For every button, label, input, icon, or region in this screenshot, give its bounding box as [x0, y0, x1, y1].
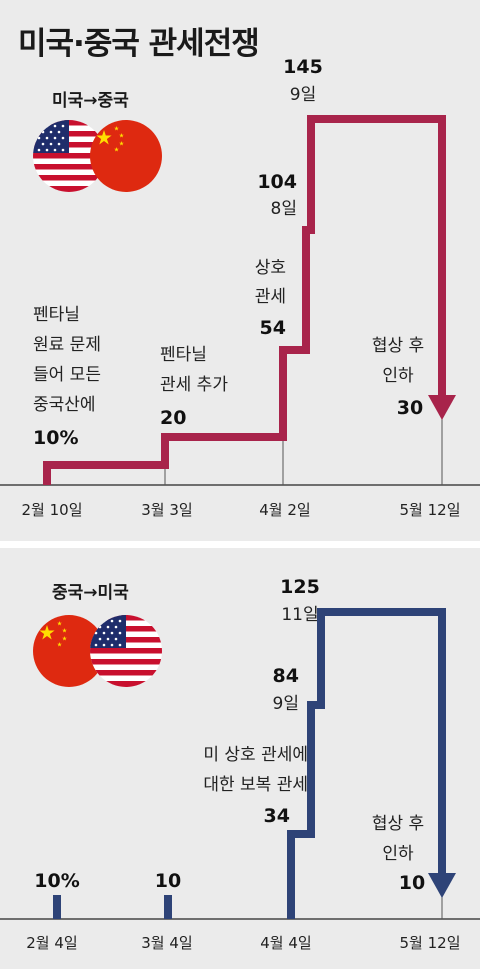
- bar-mar4: [164, 895, 172, 919]
- annotation: 원료 문제: [33, 335, 101, 355]
- annotation: 관세: [255, 287, 286, 307]
- annotation: 중국산에: [33, 395, 96, 415]
- page-title: 미국·중국 관세전쟁: [18, 26, 260, 62]
- value-label: 145: [283, 56, 323, 78]
- value-label: 84: [273, 665, 299, 687]
- annotation: 대한 보복 관세: [203, 775, 308, 795]
- value-label: 10: [155, 870, 181, 892]
- x-tick-label: 4월 2일: [259, 501, 310, 519]
- annotation: 펜타닐: [160, 345, 207, 365]
- date-label: 9일: [290, 85, 316, 105]
- value-label: 30: [397, 397, 423, 419]
- annotation: 협상 후: [372, 336, 424, 356]
- direction-label-us-china: 미국→중국: [52, 91, 129, 111]
- value-label: 10%: [34, 870, 79, 892]
- annotation: 협상 후: [372, 814, 424, 834]
- x-tick-label: 2월 10일: [22, 501, 83, 519]
- china-us-tariff-line: [287, 608, 446, 919]
- date-label: 8일: [271, 199, 297, 219]
- us-flag-icon: [90, 615, 162, 687]
- annotation: 인하: [382, 844, 414, 864]
- date-label: 9일: [273, 694, 299, 714]
- us-to-china-panel: [0, 0, 480, 541]
- x-tick-label: 5월 12일: [400, 934, 461, 952]
- value-label: 54: [260, 317, 286, 339]
- x-tick-label: 2월 4일: [26, 934, 77, 952]
- direction-label-china-us: 중국→미국: [52, 583, 129, 603]
- date-label: 11일: [281, 605, 318, 625]
- annotation: 관세 추가: [160, 375, 228, 395]
- decrease-arrow: [428, 395, 456, 420]
- annotation: 인하: [382, 366, 414, 386]
- value-label: 10: [399, 872, 425, 894]
- x-tick-label: 3월 3일: [141, 501, 192, 519]
- value-label: 10%: [33, 427, 78, 449]
- x-tick-label: 4월 4일: [260, 934, 311, 952]
- bar-feb4: [53, 895, 61, 919]
- annotation: 상호: [255, 258, 286, 278]
- value-label: 125: [280, 576, 320, 598]
- us-china-tariff-line: [43, 115, 446, 485]
- value-label: 104: [257, 171, 297, 193]
- value-label: 34: [264, 805, 290, 827]
- decrease-arrow: [428, 873, 456, 898]
- annotation: 미 상호 관세에: [203, 745, 308, 765]
- annotation: 펜타닐: [33, 305, 80, 325]
- x-tick-label: 3월 4일: [141, 934, 192, 952]
- x-tick-label: 5월 12일: [400, 501, 461, 519]
- china-flag-icon: [90, 120, 162, 192]
- value-label: 20: [160, 407, 186, 429]
- annotation: 들어 모든: [33, 365, 101, 385]
